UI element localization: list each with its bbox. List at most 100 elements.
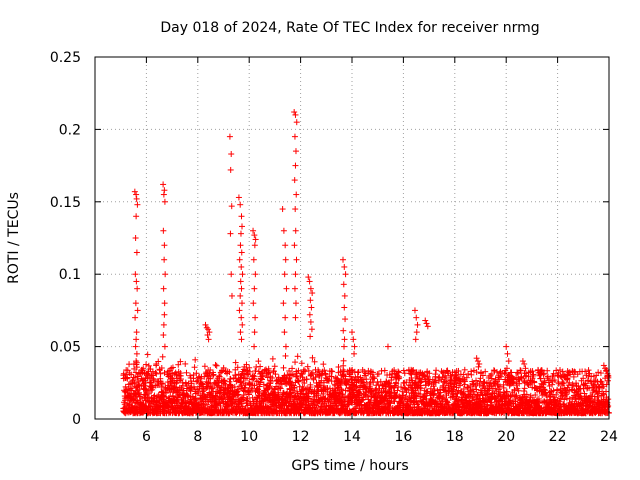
data-point xyxy=(250,300,257,307)
data-point xyxy=(521,360,528,367)
data-point xyxy=(239,321,246,328)
data-point xyxy=(191,364,198,371)
y-axis-label: ROTI / TECUs xyxy=(6,192,22,284)
data-point xyxy=(160,227,167,234)
data-point xyxy=(135,381,142,388)
data-point xyxy=(340,281,347,288)
x-tick-label: 16 xyxy=(394,429,412,445)
x-tick-label: 12 xyxy=(292,429,310,445)
x-axis-label: GPS time / hours xyxy=(291,458,408,474)
data-point xyxy=(291,109,298,116)
data-point xyxy=(192,356,199,363)
data-point xyxy=(291,177,298,184)
data-point xyxy=(280,227,287,234)
data-point xyxy=(251,232,258,239)
data-point xyxy=(132,235,139,241)
data-point xyxy=(177,370,184,377)
x-tick-label: 22 xyxy=(549,429,567,445)
x-tick-label: 10 xyxy=(240,429,258,445)
data-point xyxy=(281,271,288,278)
y-tick-label: 0 xyxy=(72,412,81,428)
data-point xyxy=(600,362,607,369)
data-point xyxy=(239,271,246,278)
data-point xyxy=(413,329,420,336)
data-point xyxy=(544,367,551,374)
data-point xyxy=(250,227,257,234)
data-point xyxy=(236,307,243,314)
data-point xyxy=(291,242,298,249)
data-point xyxy=(292,227,299,234)
data-point xyxy=(205,336,212,343)
data-point xyxy=(235,194,242,201)
data-point xyxy=(145,362,152,369)
data-point xyxy=(146,390,153,397)
data-point xyxy=(521,385,528,392)
data-point xyxy=(422,317,429,324)
data-point xyxy=(257,363,264,370)
data-point xyxy=(160,285,167,292)
x-tick-label: 14 xyxy=(343,429,361,445)
data-point xyxy=(213,362,220,369)
data-point xyxy=(133,249,140,256)
data-point xyxy=(134,307,141,314)
grid xyxy=(95,57,609,419)
data-point xyxy=(413,314,420,321)
data-point xyxy=(307,333,314,340)
chart-title: Day 018 of 2024, Rate Of TEC Index for r… xyxy=(160,20,539,36)
data-point xyxy=(307,297,314,304)
data-point xyxy=(341,336,348,343)
data-point xyxy=(306,278,313,285)
data-point xyxy=(237,230,244,237)
data-point xyxy=(519,358,526,365)
data-point xyxy=(282,352,289,359)
data-point xyxy=(160,321,167,328)
data-point xyxy=(307,285,314,292)
data-point xyxy=(251,242,258,249)
data-point xyxy=(157,370,164,377)
data-point xyxy=(142,385,149,392)
data-point xyxy=(161,343,168,350)
data-point xyxy=(133,350,140,357)
data-point xyxy=(169,364,176,371)
data-point xyxy=(161,300,168,307)
data-point xyxy=(342,316,349,323)
data-point xyxy=(279,206,286,213)
data-point xyxy=(291,285,298,292)
data-point xyxy=(238,314,245,321)
data-point xyxy=(252,314,259,321)
data-point xyxy=(132,343,139,350)
data-point xyxy=(424,323,431,330)
data-point xyxy=(161,187,168,194)
data-point xyxy=(292,271,299,278)
data-point xyxy=(133,213,140,220)
data-point xyxy=(238,249,245,256)
data-point xyxy=(251,343,258,350)
data-point xyxy=(342,271,349,278)
data-point xyxy=(201,363,208,370)
data-point xyxy=(282,256,289,263)
data-point xyxy=(160,181,167,188)
data-point xyxy=(306,311,313,318)
data-point xyxy=(461,366,468,373)
data-point xyxy=(131,188,138,195)
data-point xyxy=(414,321,421,328)
data-point xyxy=(250,256,257,263)
data-point xyxy=(423,320,430,327)
data-point xyxy=(271,363,278,370)
data-point xyxy=(292,206,299,213)
data-point xyxy=(292,111,299,118)
data-point xyxy=(228,292,235,299)
data-point xyxy=(133,195,140,202)
data-point xyxy=(167,389,174,396)
data-point xyxy=(291,133,298,140)
data-point xyxy=(281,329,288,336)
data-point xyxy=(293,191,300,198)
data-point xyxy=(227,375,234,382)
data-point xyxy=(121,387,128,394)
data-point xyxy=(476,360,483,367)
data-point xyxy=(143,361,150,368)
data-point xyxy=(227,230,234,237)
data-point xyxy=(226,378,233,385)
data-point xyxy=(282,314,289,321)
data-point xyxy=(160,332,167,339)
